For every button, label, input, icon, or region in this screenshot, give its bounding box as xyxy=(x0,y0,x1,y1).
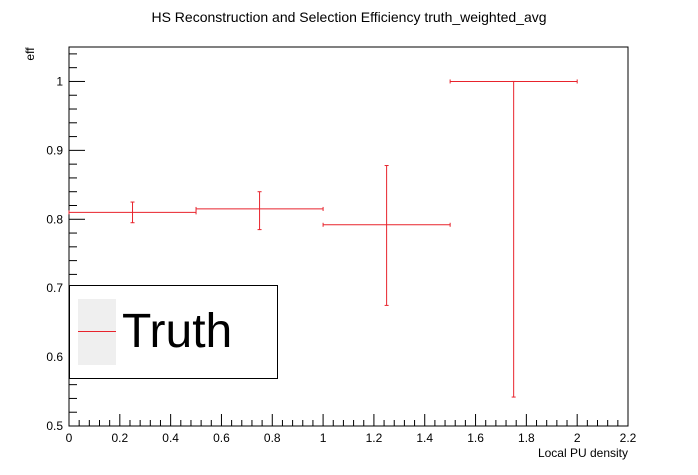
data-point xyxy=(68,201,197,224)
x-tick-label: 0.4 xyxy=(162,431,179,445)
legend-swatch xyxy=(78,299,116,365)
x-tick-label: 0.8 xyxy=(264,431,281,445)
y-tick-label: 0.7 xyxy=(46,281,63,295)
data-point xyxy=(322,165,451,306)
x-tick-label: 1.4 xyxy=(416,431,433,445)
x-axis-label: Local PU density xyxy=(538,446,628,460)
chart-title: HS Reconstruction and Selection Efficien… xyxy=(151,9,546,25)
plot-frame xyxy=(68,46,629,427)
y-tick-label: 0.8 xyxy=(46,212,63,226)
y-tick-label: 1 xyxy=(56,74,63,88)
x-tick-label: 1 xyxy=(320,431,327,445)
x-tick-label: 0 xyxy=(66,431,73,445)
x-tick-label: 0.6 xyxy=(213,431,230,445)
data-point xyxy=(195,191,324,231)
legend: Truth xyxy=(69,285,278,379)
y-axis-label: eff xyxy=(23,47,37,61)
x-tick-label: 0.2 xyxy=(111,431,128,445)
x-tick-label: 1.8 xyxy=(518,431,535,445)
x-tick-label: 2 xyxy=(574,431,581,445)
y-tick-label: 0.6 xyxy=(46,350,63,364)
y-tick-label: 0.5 xyxy=(46,419,63,433)
legend-label-truth: Truth xyxy=(122,305,233,358)
x-axis: 0 0.2 0.4 0.6 0.8 1 1.2 1.4 1.6 1.8 2 2.2 xyxy=(66,414,637,445)
x-tick-label: 1.6 xyxy=(467,431,484,445)
y-tick-label: 0.9 xyxy=(46,143,63,157)
series-truth xyxy=(68,79,578,398)
data-point xyxy=(449,79,578,398)
legend-marker-line xyxy=(78,331,116,332)
x-tick-label: 1.2 xyxy=(366,431,383,445)
x-tick-label: 2.2 xyxy=(620,431,637,445)
